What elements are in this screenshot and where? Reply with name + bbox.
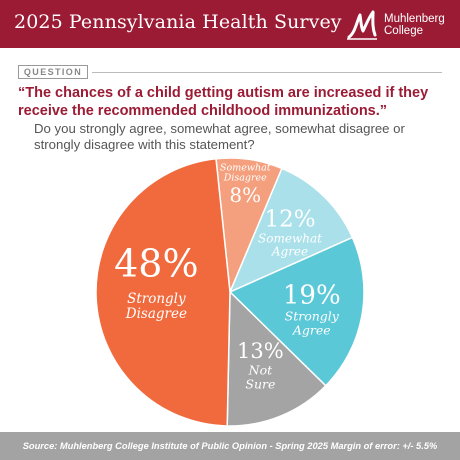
slice-category-label: Strongly Disagree (125, 291, 187, 322)
pie-slice-somewhat-agree (228, 167, 354, 294)
source-footer: Source: Muhlenberg College Institute of … (0, 432, 460, 460)
pie-slice-strongly-agree (228, 236, 365, 387)
question-subtext: Do you strongly agree, somewhat agree, s… (34, 121, 405, 152)
slice-category-label: Somewhat Agree (258, 232, 322, 259)
slice-percent-label: 8% (229, 183, 261, 207)
slice-category-label: Not Sure (245, 362, 275, 391)
muhlenberg-logo-icon (347, 10, 377, 40)
logo-line-2: College (384, 25, 423, 37)
slice-percent-label: 19% (283, 281, 341, 311)
slice-percent-label: 48% (114, 242, 198, 286)
question-tag: QUESTION (18, 65, 88, 79)
divider-rule (92, 72, 442, 73)
question-headline: “The chances of a child getting autism a… (18, 85, 429, 119)
slice-category-label: Somewhat Disagree (220, 163, 271, 184)
slice-percent-label: 13% (237, 339, 284, 363)
college-logo: Muhlenberg College (346, 7, 454, 43)
page-title: 2025 Pennsylvania Health Survey (14, 11, 342, 33)
slice-percent-label: 12% (264, 207, 315, 233)
slice-category-label: Strongly Agree (285, 309, 340, 338)
pie-slice-not-sure (226, 290, 327, 427)
logo-text: Muhlenberg College (384, 13, 445, 37)
logo-line-1: Muhlenberg (384, 13, 445, 25)
header-bar: 2025 Pennsylvania Health Survey Muhlenbe… (0, 0, 460, 48)
pie-slice-strongly-disagree (95, 157, 231, 427)
